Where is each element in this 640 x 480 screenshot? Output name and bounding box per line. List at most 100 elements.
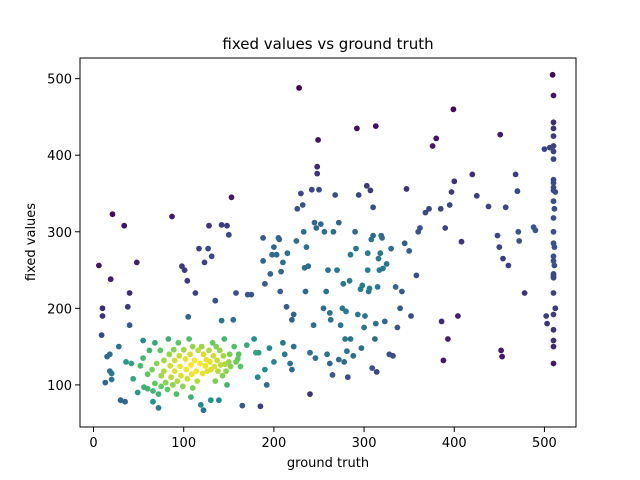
- scatter-point: [446, 202, 453, 208]
- scatter-point: [341, 359, 348, 365]
- scatter-point: [262, 280, 268, 287]
- scatter-point: [381, 318, 388, 325]
- x-axis-label: ground truth: [287, 456, 369, 471]
- scatter-point: [326, 360, 333, 367]
- scatter-point: [230, 316, 237, 323]
- scatter-point: [280, 259, 286, 266]
- scatter-point: [188, 394, 194, 400]
- scatter-point: [169, 213, 175, 220]
- scatter-point: [212, 378, 219, 384]
- scatter-point: [358, 345, 365, 351]
- scatter-point: [170, 382, 176, 388]
- scatter-point: [192, 290, 199, 296]
- scatter-point: [99, 313, 106, 319]
- scatter-point: [222, 361, 229, 368]
- scatter-point: [289, 366, 295, 373]
- scatter-point: [326, 310, 333, 316]
- scatter-point: [144, 385, 151, 392]
- scatter-point: [426, 205, 432, 212]
- scatter-point: [203, 356, 210, 363]
- scatter-point: [290, 343, 297, 350]
- scatter-point: [212, 297, 219, 304]
- scatter-point: [337, 322, 344, 329]
- scatter-point: [133, 259, 140, 266]
- scatter-point: [403, 186, 410, 192]
- scatter-point: [514, 188, 521, 195]
- x-tick-label: 0: [89, 436, 97, 451]
- scatter-point: [314, 163, 321, 170]
- scatter-point: [415, 228, 422, 235]
- scatter-point: [102, 379, 109, 386]
- scatter-point: [324, 351, 330, 358]
- scatter-point: [308, 186, 315, 193]
- scatter-point: [166, 351, 173, 358]
- scatter-point: [496, 244, 503, 251]
- scatter-point: [284, 250, 291, 257]
- scatter-point: [344, 348, 350, 355]
- scatter-point: [217, 362, 224, 368]
- scatter-point: [123, 359, 129, 365]
- scatter-point: [438, 318, 445, 325]
- scatter-point: [353, 245, 359, 252]
- scatter-point: [162, 379, 169, 386]
- scatter-point: [171, 368, 178, 374]
- scatter-point: [325, 267, 331, 273]
- scatter-point: [260, 235, 266, 241]
- scatter-point: [257, 403, 264, 410]
- scatter-point: [280, 339, 286, 346]
- scatter-point: [239, 402, 246, 409]
- scatter-point: [186, 336, 193, 342]
- scatter-point: [502, 204, 509, 211]
- scatter-point: [361, 324, 367, 331]
- scatter-point: [180, 346, 187, 353]
- scatter-point: [182, 356, 189, 362]
- scatter-point: [213, 343, 220, 350]
- scatter-point: [197, 360, 203, 367]
- scatter-point: [207, 397, 214, 404]
- scatter-point: [273, 251, 280, 258]
- scatter-point: [99, 305, 106, 312]
- scatter-point: [195, 347, 202, 354]
- x-tick-label: 400: [442, 436, 467, 451]
- scatter-point: [184, 277, 191, 284]
- scatter-point: [406, 248, 413, 254]
- scatter-point: [362, 313, 368, 319]
- scatter-point: [397, 305, 403, 312]
- scatter-point: [550, 253, 557, 260]
- scatter-point: [550, 198, 557, 205]
- scatter-point: [225, 231, 232, 238]
- y-tick-label: 100: [47, 379, 72, 394]
- scatter-point: [109, 211, 116, 218]
- scatter-point: [155, 391, 162, 397]
- scatter-point: [233, 359, 239, 365]
- scatter-point: [263, 382, 270, 388]
- scatter-point: [220, 352, 227, 359]
- scatter-point: [227, 363, 234, 370]
- scatter-point: [367, 187, 374, 194]
- scatter-point: [543, 313, 550, 319]
- scatter-point: [494, 232, 501, 239]
- scatter-point: [374, 284, 381, 290]
- scatter-point: [335, 356, 342, 363]
- scatter-point: [266, 345, 273, 351]
- scatter-point: [550, 148, 557, 155]
- scatter-point: [294, 205, 301, 212]
- scatter-point: [183, 366, 190, 373]
- scatter-point: [332, 192, 339, 198]
- scatter-point: [253, 349, 259, 356]
- scatter-point: [296, 85, 302, 91]
- scatter-point: [532, 227, 539, 234]
- scatter-point: [505, 262, 512, 269]
- scatter-point: [497, 131, 504, 138]
- scatter-point: [335, 219, 342, 226]
- scatter-point: [386, 351, 393, 358]
- scatter-point: [202, 362, 209, 369]
- scatter-point: [372, 336, 378, 342]
- scatter-point: [149, 366, 156, 373]
- scatter-point: [290, 311, 297, 318]
- scatter-point: [205, 245, 212, 252]
- scatter-point: [375, 255, 382, 262]
- scatter-point: [124, 303, 131, 310]
- scatter-point: [298, 190, 304, 197]
- scatter-point: [377, 250, 384, 257]
